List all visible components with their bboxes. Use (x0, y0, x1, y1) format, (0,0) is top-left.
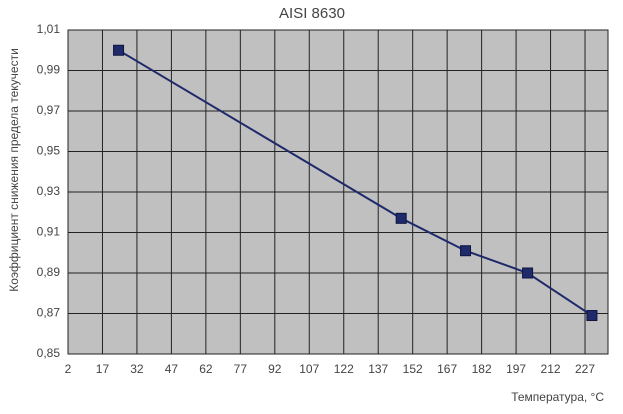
x-tick-label: 212 (541, 362, 561, 376)
y-tick-label: 0,93 (37, 184, 61, 198)
x-tick-label: 197 (506, 362, 526, 376)
y-axis-label: Коэффициент снижения предела текучести (7, 48, 21, 292)
x-axis-label: Температура, °C (511, 390, 604, 404)
x-tick-label: 137 (368, 362, 388, 376)
data-point (586, 310, 598, 322)
x-tick-label: 152 (403, 362, 423, 376)
data-point (460, 245, 472, 257)
y-tick-label: 0,91 (37, 225, 61, 239)
x-tick-label: 227 (575, 362, 595, 376)
data-point (522, 267, 534, 279)
x-tick-label: 17 (96, 362, 110, 376)
x-tick-label: 77 (234, 362, 248, 376)
y-tick-label: 1,01 (37, 22, 61, 36)
x-tick-label: 32 (130, 362, 144, 376)
x-tick-label: 62 (199, 362, 213, 376)
chart-title: AISI 8630 (279, 5, 345, 22)
y-tick-label: 0,85 (37, 346, 61, 360)
x-tick-label: 2 (65, 362, 72, 376)
y-tick-label: 0,89 (37, 265, 61, 279)
x-tick-label: 107 (299, 362, 319, 376)
x-tick-label: 92 (268, 362, 282, 376)
y-tick-label: 0,87 (37, 306, 61, 320)
data-point (395, 212, 407, 224)
data-point (113, 44, 125, 56)
y-tick-label: 0,99 (37, 63, 61, 77)
x-tick-label: 182 (472, 362, 492, 376)
y-tick-label: 0,95 (37, 144, 61, 158)
x-tick-label: 47 (165, 362, 179, 376)
x-tick-label: 122 (334, 362, 354, 376)
x-tick-label: 167 (437, 362, 457, 376)
y-tick-label: 0,97 (37, 103, 61, 117)
